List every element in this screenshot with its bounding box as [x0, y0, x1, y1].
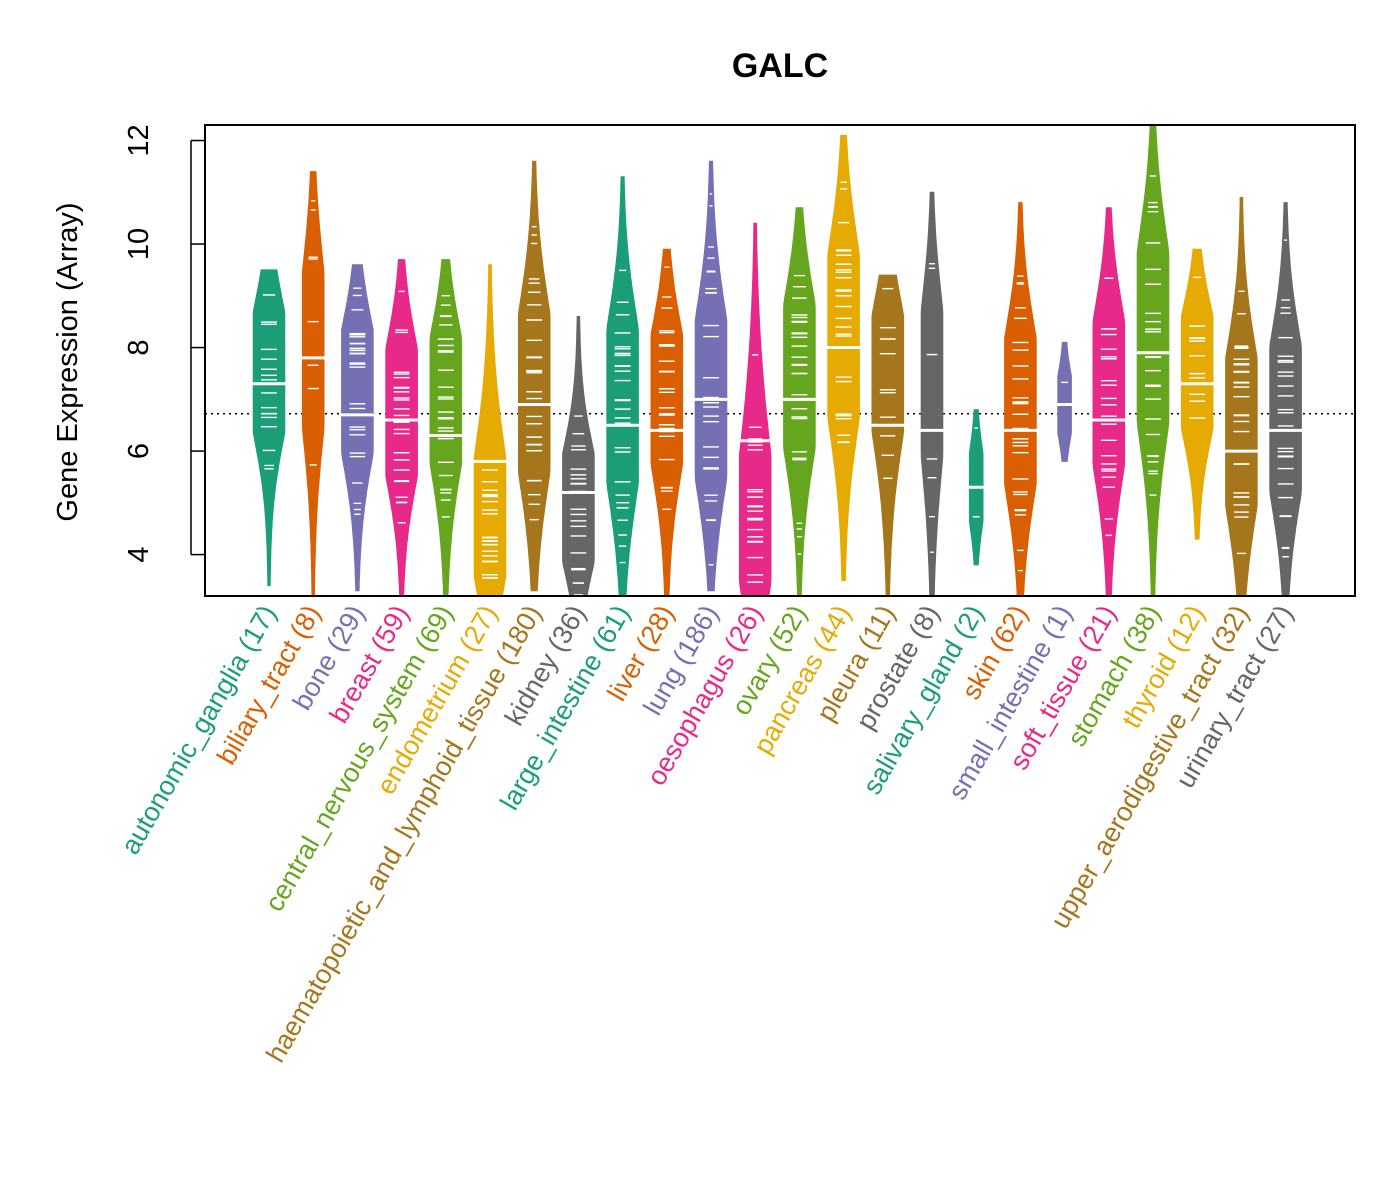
violin-haematopoietic-and-lymphoid-tissue	[516, 160, 552, 592]
violin-oesophagus	[738, 222, 772, 597]
y-tick-label: 10	[123, 228, 155, 260]
violin-liver	[649, 248, 685, 597]
violin-prostate	[919, 191, 945, 597]
chart-title: GALC	[732, 47, 828, 85]
violins-group	[251, 124, 1304, 597]
y-tick-label: 8	[123, 339, 155, 355]
plot-frame	[204, 124, 1356, 597]
violin-biliary-tract	[300, 171, 326, 597]
violin-salivary-gland	[967, 409, 985, 566]
violin-autonomic-ganglia	[251, 269, 287, 587]
y-tick-label: 4	[123, 547, 155, 563]
violin-urinary-tract	[1267, 202, 1304, 597]
violin-lung	[693, 160, 729, 592]
violin-central-nervous-system	[428, 259, 464, 597]
x-axis-labels: autonomic_ganglia (17)biliary_tract (8)b…	[115, 600, 1299, 1067]
y-axis-label: Gene Expression (Array)	[52, 202, 84, 521]
y-tick-label: 12	[123, 124, 155, 156]
violin-small-intestine	[1055, 341, 1074, 462]
violin-pleura	[870, 274, 906, 597]
violin-large-intestine	[604, 176, 641, 597]
violin-skin	[1002, 202, 1039, 597]
violin-stomach	[1135, 124, 1171, 597]
violin-kidney	[560, 316, 597, 597]
violin-endometrium	[472, 264, 508, 597]
y-tick-label: 6	[123, 443, 155, 459]
violin-pancreas	[825, 134, 862, 581]
violin-ovary	[781, 207, 818, 597]
y-axis: 4 6 8 10 12	[123, 124, 205, 563]
violin-breast	[383, 259, 420, 597]
violin-bone	[339, 264, 376, 592]
violin-thyroid	[1179, 248, 1215, 540]
violin-upper-aerodigestive-tract	[1223, 197, 1260, 597]
violin-soft-tissue	[1091, 207, 1127, 597]
